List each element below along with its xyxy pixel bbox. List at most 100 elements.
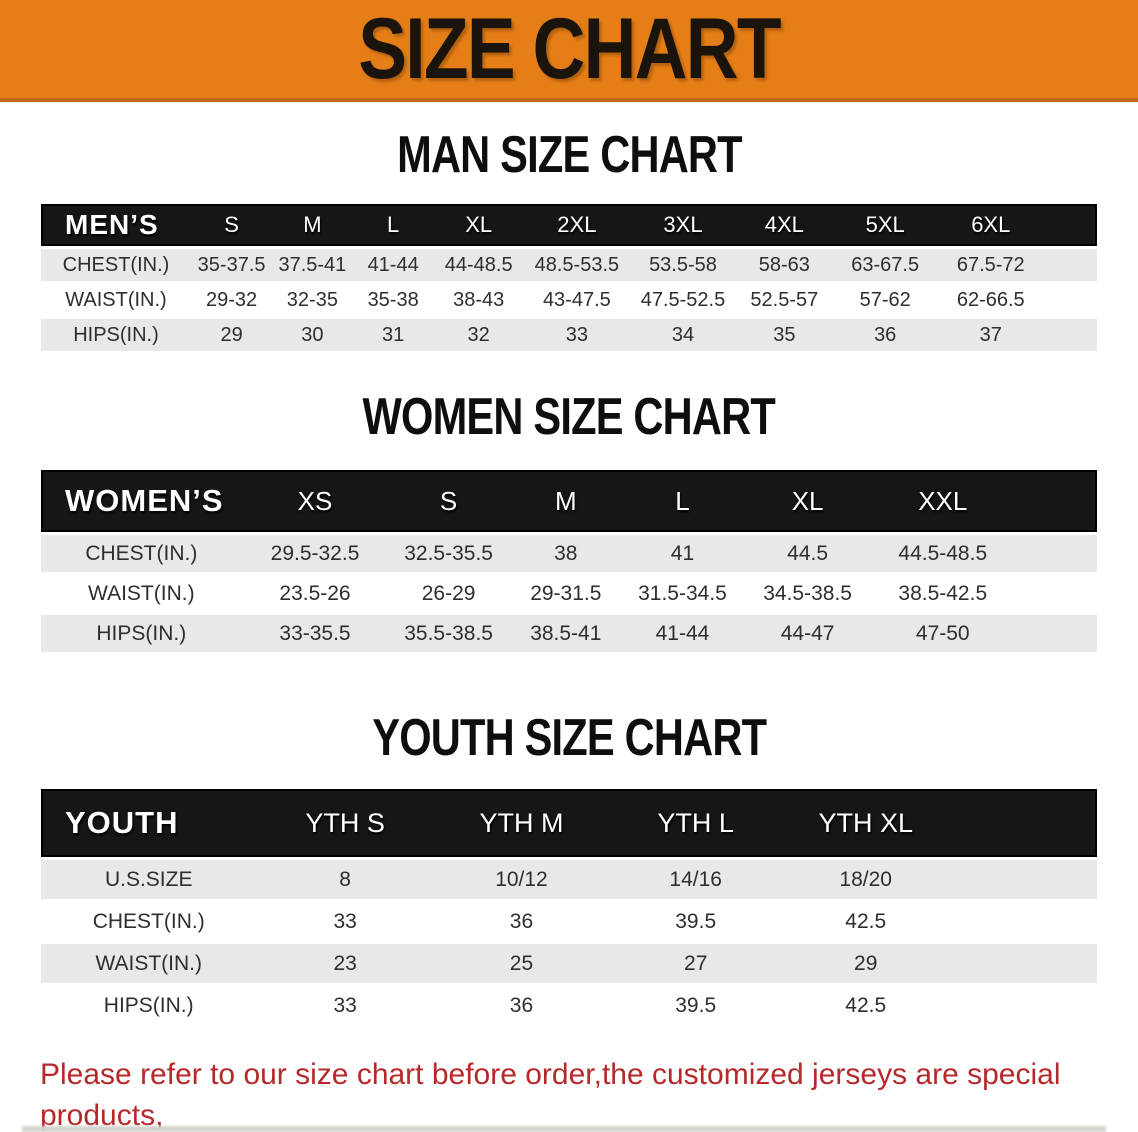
spacer-cell: [1044, 319, 1097, 351]
row-label: WAIST(IN.): [41, 944, 257, 983]
youth-header-label: YOUTH: [41, 789, 257, 857]
column-header: 4XL: [735, 204, 833, 246]
size-value: 47-50: [873, 615, 1013, 652]
size-value: 38-43: [433, 284, 524, 316]
column-header: XXL: [873, 470, 1013, 532]
spacer-cell: [1044, 204, 1097, 246]
youth-section-heading: YOUTH SIZE CHART: [0, 712, 1138, 764]
row-label: U.S.SIZE: [41, 860, 257, 899]
spacer-cell: [949, 944, 1097, 983]
size-value: 39.5: [609, 902, 783, 941]
size-value: 38.5-42.5: [873, 575, 1013, 612]
spacer-cell: [1044, 284, 1097, 316]
men-heading-text: MAN SIZE CHART: [396, 126, 742, 184]
size-value: 41-44: [352, 249, 434, 281]
spacer-cell: [949, 860, 1097, 899]
row-label: CHEST(IN.): [41, 535, 242, 572]
size-value: 33: [523, 319, 631, 351]
size-value: 37: [937, 319, 1045, 351]
men-header-label: MEN’S: [41, 204, 191, 246]
size-value: 30: [272, 319, 353, 351]
size-value: 58-63: [735, 249, 833, 281]
size-value: 57-62: [832, 284, 938, 316]
size-value: 23: [256, 944, 434, 983]
size-value: 35.5-38.5: [388, 615, 509, 652]
size-value: 29: [190, 319, 273, 351]
section-youth: YOUTH SIZE CHART YOUTH YTH S YTH M YTH L…: [0, 712, 1138, 1028]
size-value: 42.5: [782, 986, 950, 1025]
page-title: SIZE CHART: [358, 1, 781, 97]
column-header: M: [508, 470, 623, 532]
bottom-edge-strip: [22, 1126, 1106, 1132]
row-label: CHEST(IN.): [41, 249, 191, 281]
table-row: HIPS(IN.) 33-35.5 35.5-38.5 38.5-41 41-4…: [41, 615, 1097, 652]
table-row: HIPS(IN.) 33 36 39.5 42.5: [41, 986, 1097, 1025]
size-value: 33-35.5: [241, 615, 389, 652]
spacer-cell: [1012, 535, 1097, 572]
youth-size-table: YOUTH YTH S YTH M YTH L YTH XL U.S.SIZE …: [41, 786, 1097, 1028]
column-header: YTH M: [433, 789, 610, 857]
size-value: 52.5-57: [735, 284, 833, 316]
men-section-heading: MAN SIZE CHART: [0, 129, 1138, 181]
column-header: L: [622, 470, 743, 532]
column-header: 5XL: [832, 204, 938, 246]
women-section-heading: WOMEN SIZE CHART: [0, 391, 1138, 443]
youth-heading-text: YOUTH SIZE CHART: [372, 709, 767, 767]
table-row: CHEST(IN.) 33 36 39.5 42.5: [41, 902, 1097, 941]
table-row: CHEST(IN.) 29.5-32.5 32.5-35.5 38 41 44.…: [41, 535, 1097, 572]
row-label: WAIST(IN.): [41, 284, 191, 316]
spacer-cell: [949, 789, 1097, 857]
row-label: WAIST(IN.): [41, 575, 242, 612]
size-value: 27: [609, 944, 783, 983]
table-row: HIPS(IN.) 29 30 31 32 33 34 35 36 37: [41, 319, 1097, 351]
spacer-cell: [1012, 615, 1097, 652]
men-size-table: MEN’S S M L XL 2XL 3XL 4XL 5XL 6XL CHEST…: [41, 201, 1097, 354]
table-row: WAIST(IN.) 23 25 27 29: [41, 944, 1097, 983]
column-header: XL: [433, 204, 524, 246]
size-value: 34: [630, 319, 736, 351]
size-value: 31: [352, 319, 434, 351]
youth-header-row: YOUTH YTH S YTH M YTH L YTH XL: [41, 789, 1097, 857]
size-value: 29: [782, 944, 950, 983]
men-header-row: MEN’S S M L XL 2XL 3XL 4XL 5XL 6XL: [41, 204, 1097, 246]
size-value: 37.5-41: [272, 249, 353, 281]
size-value: 67.5-72: [937, 249, 1045, 281]
size-value: 44.5: [742, 535, 874, 572]
size-value: 41-44: [622, 615, 743, 652]
column-header: L: [352, 204, 434, 246]
column-header: 6XL: [937, 204, 1045, 246]
size-value: 14/16: [609, 860, 783, 899]
table-row: WAIST(IN.) 23.5-26 26-29 29-31.5 31.5-34…: [41, 575, 1097, 612]
disclaimer-line-1: Please refer to our size chart before or…: [40, 1058, 1061, 1132]
size-value: 39.5: [609, 986, 783, 1025]
spacer-cell: [1012, 575, 1097, 612]
size-value: 38.5-41: [508, 615, 623, 652]
row-label: HIPS(IN.): [41, 615, 242, 652]
spacer-cell: [949, 902, 1097, 941]
size-value: 35: [735, 319, 833, 351]
size-value: 18/20: [782, 860, 950, 899]
column-header: S: [190, 204, 273, 246]
size-value: 29-32: [190, 284, 273, 316]
women-heading-text: WOMEN SIZE CHART: [362, 388, 776, 446]
size-value: 32.5-35.5: [388, 535, 509, 572]
size-value: 43-47.5: [523, 284, 631, 316]
size-value: 25: [433, 944, 610, 983]
size-value: 29-31.5: [508, 575, 623, 612]
section-men: MAN SIZE CHART MEN’S S M L XL 2XL 3XL 4X…: [0, 129, 1138, 354]
banner: SIZE CHART: [0, 0, 1138, 102]
column-header: S: [388, 470, 509, 532]
size-value: 35-38: [352, 284, 434, 316]
size-value: 62-66.5: [937, 284, 1045, 316]
column-header: M: [272, 204, 353, 246]
column-header: YTH L: [609, 789, 783, 857]
size-value: 29.5-32.5: [241, 535, 389, 572]
column-header: YTH XL: [782, 789, 950, 857]
disclaimer: Please refer to our size chart before or…: [40, 1054, 1138, 1132]
size-value: 36: [832, 319, 938, 351]
size-value: 33: [256, 902, 434, 941]
size-value: 34.5-38.5: [742, 575, 874, 612]
column-header: XL: [742, 470, 874, 532]
spacer-cell: [1012, 470, 1097, 532]
table-row: CHEST(IN.) 35-37.5 37.5-41 41-44 44-48.5…: [41, 249, 1097, 281]
